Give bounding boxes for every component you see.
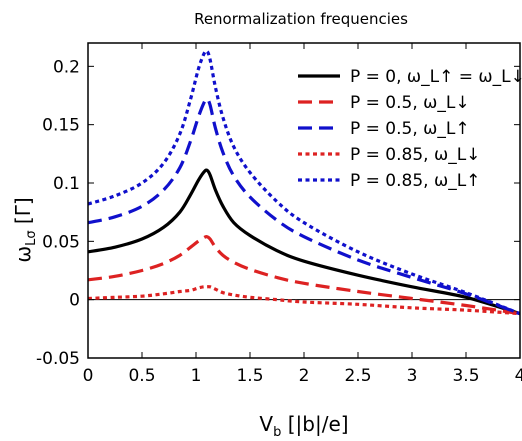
y-tick-label: 0.05 — [42, 232, 80, 252]
series-line-1 — [88, 235, 520, 316]
y-tick-label: 0.2 — [53, 57, 80, 77]
legend-label-2: P = 0.5, ω_L↑ — [350, 119, 470, 139]
y-tick-label: 0 — [69, 291, 80, 311]
svg-text:Vb [|b|/e]: Vb [|b|/e] — [259, 412, 348, 440]
series-line-4 — [88, 49, 520, 316]
x-tick-label: 1.5 — [236, 366, 263, 386]
x-tick-label: 4 — [515, 366, 522, 386]
series-line-3 — [88, 285, 520, 316]
y-tick-label: 0.1 — [53, 174, 80, 194]
x-tick-label: 2.5 — [344, 366, 371, 386]
legend-label-0: P = 0, ω_L↑ = ω_L↓ — [350, 67, 522, 87]
x-tick-label: 0 — [83, 366, 94, 386]
x-tick-label: 3.5 — [452, 366, 479, 386]
legend: P = 0, ω_L↑ = ω_L↓ P = 0.5, ω_L↓ P = 0.5, … — [298, 67, 522, 191]
y-tick-label: 0.15 — [42, 116, 80, 136]
svg-text:ωLσ [Γ]: ωLσ [Γ] — [11, 197, 39, 262]
series-line-0 — [88, 168, 520, 316]
y-axis-label: ωLσ [Γ] — [11, 197, 39, 262]
plot-frame — [87, 42, 521, 359]
legend-label-1: P = 0.5, ω_L↓ — [350, 93, 470, 113]
chart-title: Renormalization frequencies — [194, 10, 408, 28]
series-line-2 — [88, 97, 520, 316]
x-tick-label: 2 — [299, 366, 310, 386]
y-tick-label: -0.05 — [36, 349, 80, 369]
legend-label-4: P = 0.85, ω_L↑ — [350, 171, 480, 191]
legend-label-3: P = 0.85, ω_L↓ — [350, 145, 480, 165]
x-tick-label: 3 — [407, 366, 418, 386]
x-tick-label: 0.5 — [128, 366, 155, 386]
x-tick-label: 1 — [191, 366, 202, 386]
x-axis-label: Vb [|b|/e] — [259, 412, 348, 440]
